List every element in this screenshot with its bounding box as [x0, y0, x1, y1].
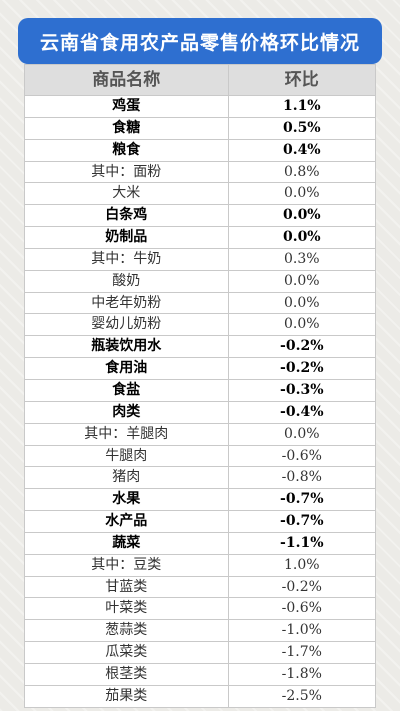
product-name-cell: 牛腿肉 — [24, 444, 229, 468]
price-table: 商品名称 环比 鸡蛋 1.1% 食糖 0.5% 粮食 0.4% 其中：面粉 0.8% 大米 0.0… — [24, 64, 377, 708]
mom-change-cell: -1.1% — [227, 531, 377, 555]
product-name-cell: 鸡蛋 — [24, 95, 229, 118]
mom-change-cell: -0.6% — [227, 597, 377, 621]
table-row: 牛腿肉 -0.6% — [24, 444, 377, 468]
table-row: 猪肉 -0.8% — [24, 466, 377, 490]
mom-change-cell: -1.7% — [227, 641, 377, 664]
mom-change-cell: 0.0% — [227, 291, 377, 315]
table-row: 水果 -0.7% — [24, 488, 377, 512]
mom-change-cell: 0.0% — [227, 269, 377, 293]
product-name-cell: 肉类 — [24, 400, 229, 424]
product-name-cell: 瓜菜类 — [24, 641, 229, 664]
mom-change-cell: -0.2% — [227, 575, 377, 599]
product-name-cell: 葱蒜类 — [24, 619, 229, 643]
table-row: 瓶装饮用水 -0.2% — [24, 335, 377, 359]
product-name-cell: 猪肉 — [24, 466, 229, 490]
mom-change-cell: -0.8% — [227, 466, 377, 490]
product-name-cell: 其中：豆类 — [24, 553, 229, 577]
table-row: 根茎类 -1.8% — [24, 662, 377, 686]
mom-change-cell: -0.7% — [227, 488, 377, 512]
header-mom-change: 环比 — [227, 64, 377, 96]
table-row: 其中：豆类 1.0% — [24, 553, 377, 577]
product-name-cell: 婴幼儿奶粉 — [24, 313, 229, 337]
product-name-cell: 白条鸡 — [24, 204, 229, 228]
product-name-cell: 大米 — [24, 182, 229, 206]
table-row: 叶菜类 -0.6% — [24, 597, 377, 621]
product-name-cell: 食盐 — [24, 378, 229, 402]
mom-change-cell: 0.0% — [227, 182, 377, 206]
mom-change-cell: -2.5% — [227, 684, 377, 708]
product-name-cell: 其中：牛奶 — [24, 247, 229, 271]
product-name-cell: 根茎类 — [24, 662, 229, 686]
mom-change-cell: 0.0% — [227, 313, 377, 337]
table-row: 大米 0.0% — [24, 182, 377, 206]
product-name-cell: 食用油 — [24, 357, 229, 380]
mom-change-cell: -1.8% — [227, 662, 377, 686]
table-row: 其中：牛奶 0.3% — [24, 247, 377, 271]
mom-change-cell: 0.0% — [227, 422, 377, 446]
product-name-cell: 水产品 — [24, 510, 229, 533]
table-body: 鸡蛋 1.1% 食糖 0.5% 粮食 0.4% 其中：面粉 0.8% 大米 0.0% 白条鸡 0.0%… — [24, 95, 377, 708]
product-name-cell: 酸奶 — [24, 269, 229, 293]
product-name-cell: 中老年奶粉 — [24, 291, 229, 315]
table-row: 鸡蛋 1.1% — [24, 95, 377, 118]
table-row: 水产品 -0.7% — [24, 510, 377, 533]
mom-change-cell: 0.3% — [227, 247, 377, 271]
product-name-cell: 甘蓝类 — [24, 575, 229, 599]
mom-change-cell: 1.0% — [227, 553, 377, 577]
table-row: 食盐 -0.3% — [24, 378, 377, 402]
mom-change-cell: 1.1% — [227, 95, 377, 118]
product-name-cell: 食糖 — [24, 116, 229, 140]
product-name-cell: 其中：羊腿肉 — [24, 422, 229, 446]
title-banner: 云南省食用农产品零售价格环比情况 — [18, 18, 382, 64]
table-row: 茄果类 -2.5% — [24, 684, 377, 708]
table-row: 甘蓝类 -0.2% — [24, 575, 377, 599]
table-row: 奶制品 0.0% — [24, 226, 377, 249]
table-row: 食糖 0.5% — [24, 116, 377, 140]
mom-change-cell: -0.2% — [227, 335, 377, 359]
mom-change-cell: -0.7% — [227, 510, 377, 533]
mom-change-cell: 0.0% — [227, 204, 377, 228]
mom-change-cell: 0.4% — [227, 138, 377, 162]
mom-change-cell: 0.5% — [227, 116, 377, 140]
mom-change-cell: -0.6% — [227, 444, 377, 468]
mom-change-cell: -0.2% — [227, 357, 377, 380]
product-name-cell: 粮食 — [24, 138, 229, 162]
product-name-cell: 蔬菜 — [24, 531, 229, 555]
mom-change-cell: -0.4% — [227, 400, 377, 424]
table-header-row: 商品名称 环比 — [24, 64, 377, 96]
mom-change-cell: 0.8% — [227, 160, 377, 184]
table-row: 婴幼儿奶粉 0.0% — [24, 313, 377, 337]
table-row: 中老年奶粉 0.0% — [24, 291, 377, 315]
header-product-name: 商品名称 — [24, 64, 229, 96]
product-name-cell: 瓶装饮用水 — [24, 335, 229, 359]
product-name-cell: 水果 — [24, 488, 229, 512]
product-name-cell: 茄果类 — [24, 684, 229, 708]
table-row: 其中：面粉 0.8% — [24, 160, 377, 184]
table-row: 酸奶 0.0% — [24, 269, 377, 293]
table-row: 葱蒜类 -1.0% — [24, 619, 377, 643]
mom-change-cell: -0.3% — [227, 378, 377, 402]
mom-change-cell: -1.0% — [227, 619, 377, 643]
product-name-cell: 其中：面粉 — [24, 160, 229, 184]
mom-change-cell: 0.0% — [227, 226, 377, 249]
table-row: 白条鸡 0.0% — [24, 204, 377, 228]
table-row: 肉类 -0.4% — [24, 400, 377, 424]
table-row: 粮食 0.4% — [24, 138, 377, 162]
product-name-cell: 奶制品 — [24, 226, 229, 249]
product-name-cell: 叶菜类 — [24, 597, 229, 621]
table-row: 蔬菜 -1.1% — [24, 531, 377, 555]
table-row: 食用油 -0.2% — [24, 357, 377, 380]
table-row: 其中：羊腿肉 0.0% — [24, 422, 377, 446]
table-row: 瓜菜类 -1.7% — [24, 641, 377, 664]
